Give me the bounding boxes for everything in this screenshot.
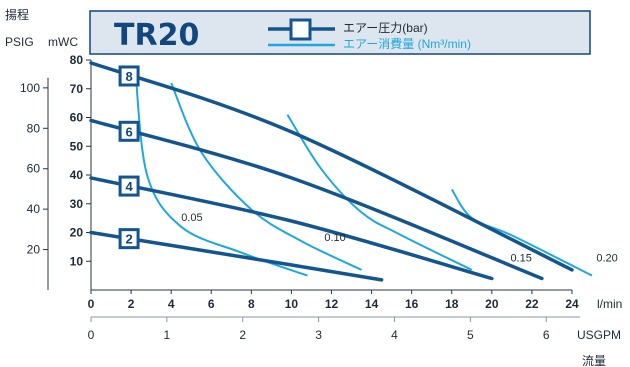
pressure-marker-6: [118, 120, 140, 142]
x-axis-caption: 流量: [582, 354, 606, 367]
pressure-marker-8: [118, 65, 140, 87]
x2-tick-label: 4: [391, 328, 398, 342]
y-tick-label: 10: [70, 254, 84, 268]
psig-tick-label: 60: [27, 162, 41, 176]
pressure-marker-2: [118, 228, 140, 250]
y-tick-label: 80: [70, 53, 84, 67]
x-tick-label: 24: [565, 297, 579, 311]
y-axis-header: 揚程: [5, 7, 29, 22]
x2-tick-label: 3: [315, 328, 322, 342]
x-tick-label: 12: [325, 297, 339, 311]
air-consumption-label-0.05: 0.05: [181, 212, 202, 224]
pressure-marker-label: 4: [125, 179, 133, 194]
legend-consumption-label: エアー消費量 (Nm³/min): [343, 36, 471, 51]
air-pressure-curve-6: [89, 118, 544, 281]
pressure-marker-label: 6: [125, 124, 132, 139]
psig-tick-label: 40: [27, 202, 41, 216]
legend-pressure-label: エアー圧力(bar): [343, 21, 428, 35]
x-axis-lpm-ticks: 0 2 4 6 8 10 12 14 16 18 20 22 24: [88, 290, 579, 311]
psig-tick-label: 80: [27, 121, 41, 135]
y-tick-label: 30: [70, 197, 84, 211]
x2-tick-label: 1: [164, 328, 171, 342]
pressure-marker-label: 2: [125, 232, 132, 247]
x-tick-label: 6: [208, 297, 215, 311]
air-consumption-curve-0.10: [170, 82, 363, 271]
y-axis-mwc-ticks: 10 20 30 40 50 60 70 80: [70, 53, 91, 268]
pressure-marker-label: 8: [125, 69, 132, 84]
x2-tick-label: 2: [239, 328, 246, 342]
x-axis-unit: l/min: [597, 297, 622, 311]
y-tick-label: 70: [70, 82, 84, 96]
y-tick-label: 20: [70, 226, 84, 240]
x-tick-label: 14: [365, 297, 379, 311]
psig-tick-label: 20: [27, 243, 41, 257]
y-tick-label: 40: [70, 168, 84, 182]
x-tick-label: 22: [525, 297, 539, 311]
air-consumption-label-0.20: 0.20: [596, 252, 617, 264]
legend: エアー圧力(bar) エアー消費量 (Nm³/min): [268, 18, 471, 51]
x-tick-label: 16: [405, 297, 419, 311]
x-tick-label: 18: [445, 297, 459, 311]
y-axis-psig-ticks: 20 40 60 80 100: [20, 77, 49, 290]
air-consumption-label-0.10: 0.10: [324, 232, 345, 244]
legend-pressure-marker: [289, 18, 312, 41]
air-consumption-label-0.15: 0.15: [510, 252, 531, 264]
air-consumption-labels: 0.05 0.10 0.15 0.20: [181, 212, 618, 264]
air-pressure-curves: 2 4 6 8: [89, 61, 574, 282]
x2-axis-unit: USGPM: [577, 328, 621, 342]
x-tick-label: 4: [168, 297, 175, 311]
x-tick-label: 8: [248, 297, 255, 311]
y-axis-psig-unit: PSIG: [5, 35, 34, 49]
air-consumption-curve-0.20: [450, 188, 593, 277]
x-axis-usgpm-ticks: 0 1 2 3 4 5 6: [88, 317, 550, 342]
x-tick-label: 2: [128, 297, 135, 311]
y-tick-label: 60: [70, 111, 84, 125]
x2-tick-label: 6: [543, 328, 550, 342]
y-axis-mwc-unit: mWC: [48, 35, 78, 49]
y-tick-label: 50: [70, 139, 84, 153]
title-panel: [89, 10, 591, 55]
x-tick-label: 10: [285, 297, 299, 311]
x-tick-label: 20: [485, 297, 499, 311]
x2-tick-label: 0: [88, 328, 95, 342]
air-pressure-curve-8: [89, 61, 574, 272]
x-tick-label: 0: [88, 297, 95, 311]
air-consumption-curve-0.15: [286, 114, 473, 271]
pressure-marker-4: [118, 175, 140, 197]
chart-title: TR20: [114, 18, 199, 53]
psig-tick-label: 100: [20, 81, 40, 95]
x2-tick-label: 5: [467, 328, 474, 342]
